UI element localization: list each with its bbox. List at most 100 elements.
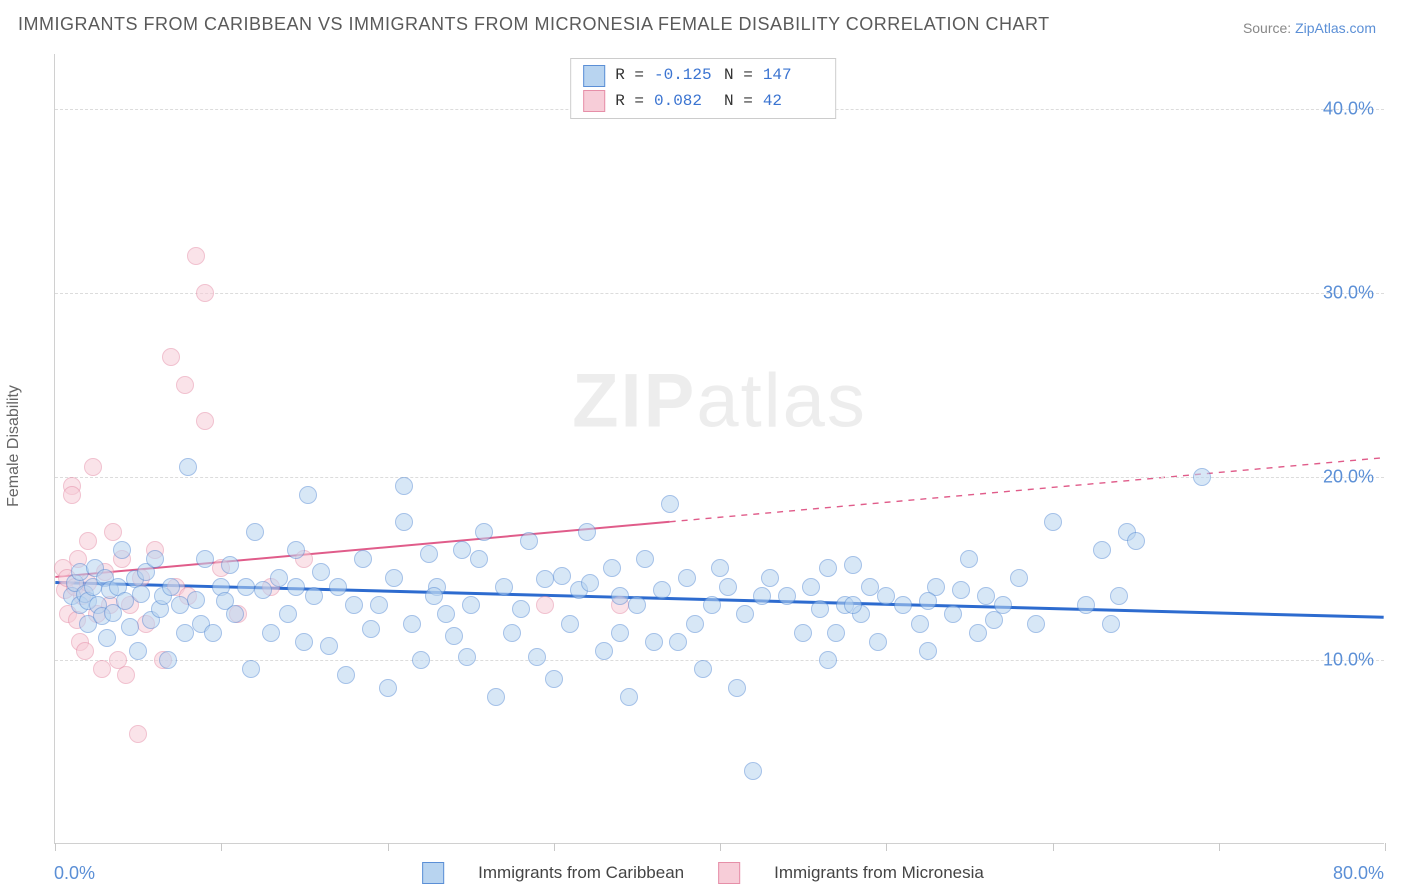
scatter-point-micronesia [176,376,194,394]
scatter-point-caribbean [595,642,613,660]
bottom-legend: Immigrants from Caribbean Immigrants fro… [422,862,984,884]
scatter-point-caribbean [827,624,845,642]
x-tick [720,843,721,851]
scatter-point-caribbean [802,578,820,596]
scatter-point-caribbean [911,615,929,633]
scatter-point-caribbean [171,596,189,614]
scatter-point-caribbean [628,596,646,614]
scatter-point-micronesia [76,642,94,660]
scatter-point-caribbean [462,596,480,614]
x-axis-min-label: 0.0% [54,863,95,884]
x-tick [1385,843,1386,851]
gridline [55,293,1384,294]
r-label: R = [615,63,644,89]
scatter-point-caribbean [412,651,430,669]
legend-stats-row-caribbean: R = -0.125 N = 147 [583,63,823,89]
scatter-point-caribbean [645,633,663,651]
scatter-point-caribbean [512,600,530,618]
scatter-point-caribbean [869,633,887,651]
scatter-point-caribbean [470,550,488,568]
y-tick-label: 10.0% [1323,650,1374,671]
scatter-point-caribbean [437,605,455,623]
scatter-point-caribbean [761,569,779,587]
source-attribution: Source: ZipAtlas.com [1243,20,1376,36]
scatter-point-caribbean [299,486,317,504]
scatter-point-caribbean [354,550,372,568]
watermark-bold: ZIP [572,359,696,444]
x-tick [886,843,887,851]
scatter-point-caribbean [1077,596,1095,614]
source-link[interactable]: ZipAtlas.com [1295,20,1376,36]
chart-title: IMMIGRANTS FROM CARIBBEAN VS IMMIGRANTS … [18,14,1050,35]
scatter-point-caribbean [395,513,413,531]
scatter-point-caribbean [678,569,696,587]
scatter-point-micronesia [63,486,81,504]
scatter-point-caribbean [329,578,347,596]
scatter-point-caribbean [116,592,134,610]
y-tick-label: 40.0% [1323,99,1374,120]
scatter-point-caribbean [132,585,150,603]
n-value-micronesia: 42 [763,89,823,115]
scatter-point-caribbean [312,563,330,581]
scatter-point-micronesia [196,412,214,430]
scatter-point-caribbean [719,578,737,596]
scatter-point-caribbean [561,615,579,633]
scatter-point-caribbean [811,600,829,618]
scatter-point-caribbean [254,581,272,599]
scatter-point-caribbean [977,587,995,605]
scatter-point-caribbean [894,596,912,614]
scatter-point-caribbean [487,688,505,706]
legend-stats-row-micronesia: R = 0.082 N = 42 [583,89,823,115]
scatter-point-caribbean [703,596,721,614]
scatter-point-caribbean [611,624,629,642]
y-tick-label: 20.0% [1323,466,1374,487]
scatter-point-caribbean [453,541,471,559]
scatter-point-micronesia [84,458,102,476]
scatter-point-caribbean [226,605,244,623]
x-tick [388,843,389,851]
scatter-point-caribbean [403,615,421,633]
scatter-point-caribbean [1193,468,1211,486]
scatter-chart: ZIPatlas 10.0%20.0%30.0%40.0% [54,54,1384,844]
scatter-point-caribbean [1044,513,1062,531]
scatter-point-caribbean [270,569,288,587]
scatter-point-caribbean [1102,615,1120,633]
scatter-point-caribbean [985,611,1003,629]
scatter-point-caribbean [121,618,139,636]
scatter-point-caribbean [844,596,862,614]
scatter-point-caribbean [661,495,679,513]
scatter-point-caribbean [520,532,538,550]
x-tick [1053,843,1054,851]
scatter-point-caribbean [969,624,987,642]
scatter-point-caribbean [1127,532,1145,550]
scatter-point-caribbean [176,624,194,642]
scatter-point-caribbean [196,550,214,568]
scatter-point-caribbean [753,587,771,605]
regression-line-micronesia-extrapolated [670,458,1384,522]
scatter-point-caribbean [669,633,687,651]
n-label: N = [724,63,753,89]
scatter-point-micronesia [536,596,554,614]
scatter-point-caribbean [694,660,712,678]
scatter-point-caribbean [581,574,599,592]
scatter-point-caribbean [620,688,638,706]
scatter-point-caribbean [242,660,260,678]
y-axis-label: Female Disability [5,385,23,507]
x-axis-max-label: 80.0% [1333,863,1384,884]
x-tick [221,843,222,851]
scatter-point-caribbean [246,523,264,541]
scatter-point-caribbean [545,670,563,688]
scatter-point-caribbean [877,587,895,605]
x-tick [554,843,555,851]
x-tick [55,843,56,851]
scatter-point-micronesia [79,532,97,550]
scatter-point-caribbean [952,581,970,599]
scatter-point-caribbean [819,559,837,577]
scatter-point-caribbean [337,666,355,684]
scatter-point-caribbean [844,556,862,574]
scatter-point-caribbean [611,587,629,605]
scatter-point-caribbean [686,615,704,633]
y-tick-label: 30.0% [1323,282,1374,303]
scatter-point-micronesia [93,660,111,678]
scatter-point-micronesia [162,348,180,366]
